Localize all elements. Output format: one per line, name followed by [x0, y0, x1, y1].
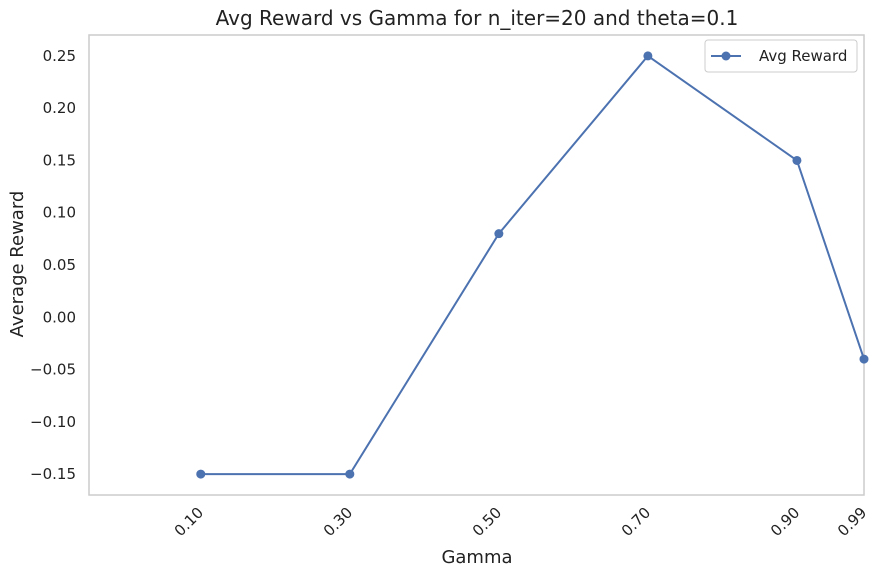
data-point [345, 469, 355, 479]
data-point [792, 155, 802, 165]
y-tick-label: −0.05 [30, 361, 76, 379]
y-tick-label: −0.10 [30, 413, 76, 431]
y-axis-title: Average Reward [7, 191, 28, 338]
y-tick-label: 0.20 [43, 99, 76, 117]
y-tick-label: 0.15 [43, 151, 76, 169]
legend-marker [721, 51, 731, 61]
y-axis-ticks: −0.15 −0.10 −0.05 0.00 0.05 0.10 0.15 0.20 0.25 [30, 47, 76, 483]
legend-box [704, 39, 858, 73]
y-tick-label: 0.00 [43, 308, 76, 326]
y-tick-label: 0.10 [43, 204, 76, 222]
x-axis-title: Gamma [441, 547, 512, 568]
data-point [494, 229, 504, 239]
plot-area-frame [88, 34, 865, 496]
series-layer [196, 51, 869, 479]
chart-title: Avg Reward vs Gamma for n_iter=20 and th… [216, 6, 739, 30]
legend: Avg Reward [704, 39, 858, 73]
y-tick-label: −0.15 [30, 465, 76, 483]
data-point [196, 469, 206, 479]
y-tick-label: 0.05 [43, 256, 76, 274]
legend-label: Avg Reward [759, 47, 847, 65]
series-line [200, 54, 865, 476]
y-tick-label: 0.25 [43, 47, 76, 65]
data-point [643, 51, 653, 61]
data-point [859, 354, 869, 364]
